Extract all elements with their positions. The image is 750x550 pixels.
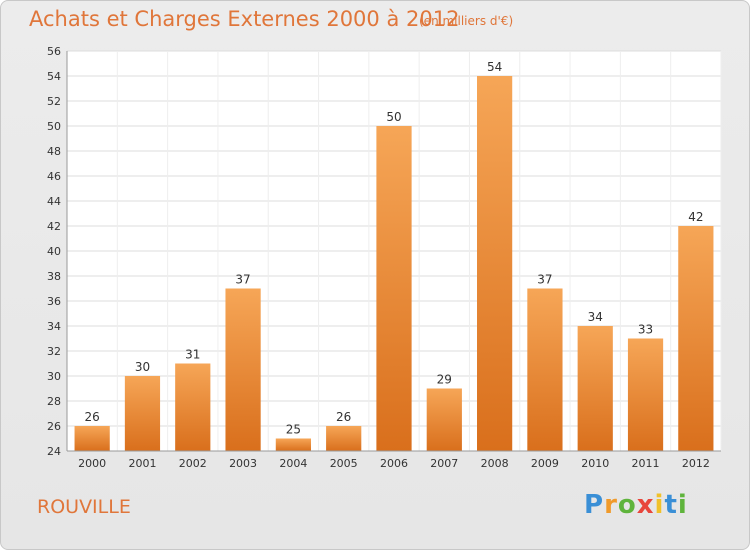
y-tick-label: 24 bbox=[47, 445, 61, 458]
x-tick-label: 2007 bbox=[430, 457, 458, 470]
bar bbox=[74, 426, 110, 451]
bar bbox=[225, 288, 261, 451]
bar-value-label: 42 bbox=[688, 210, 703, 224]
x-tick-label: 2006 bbox=[380, 457, 408, 470]
y-tick-label: 52 bbox=[47, 95, 61, 108]
logo-letter: r bbox=[604, 490, 618, 520]
bar-value-label: 37 bbox=[537, 273, 552, 287]
x-tick-label: 2005 bbox=[330, 457, 358, 470]
bar bbox=[577, 326, 613, 451]
y-tick-label: 36 bbox=[47, 295, 61, 308]
bar-value-label: 26 bbox=[336, 410, 351, 424]
bar-value-label: 33 bbox=[638, 323, 653, 337]
logo-letter: t bbox=[664, 490, 678, 520]
x-tick-label: 2009 bbox=[531, 457, 559, 470]
bar bbox=[477, 76, 513, 451]
bar bbox=[326, 426, 362, 451]
x-tick-label: 2002 bbox=[179, 457, 207, 470]
x-tick-label: 2011 bbox=[632, 457, 660, 470]
x-tick-label: 2008 bbox=[481, 457, 509, 470]
x-tick-label: 2003 bbox=[229, 457, 257, 470]
y-tick-label: 30 bbox=[47, 370, 61, 383]
logo-letter: i bbox=[677, 490, 688, 520]
bar-value-label: 54 bbox=[487, 60, 502, 74]
x-tick-label: 2012 bbox=[682, 457, 710, 470]
bar bbox=[627, 338, 664, 451]
bar bbox=[678, 226, 714, 451]
bar-value-label: 37 bbox=[235, 273, 250, 287]
y-tick-label: 28 bbox=[47, 395, 61, 408]
y-tick-label: 44 bbox=[47, 195, 61, 208]
bar-value-label: 29 bbox=[437, 373, 452, 387]
y-tick-label: 42 bbox=[47, 220, 61, 233]
chart-subtitle: (en milliers d'€) bbox=[419, 14, 514, 28]
y-tick-label: 46 bbox=[47, 170, 61, 183]
bar-value-label: 25 bbox=[286, 423, 301, 437]
y-tick-label: 26 bbox=[47, 420, 61, 433]
y-tick-label: 56 bbox=[47, 45, 61, 58]
logo-letter: o bbox=[617, 490, 637, 520]
logo-letter: i bbox=[654, 490, 665, 520]
y-tick-label: 38 bbox=[47, 270, 61, 283]
bar-value-label: 50 bbox=[386, 110, 401, 124]
city-name: ROUVILLE bbox=[37, 496, 131, 518]
bar bbox=[527, 288, 563, 451]
y-tick-label: 48 bbox=[47, 145, 61, 158]
y-tick-label: 34 bbox=[47, 320, 61, 333]
bar-value-label: 30 bbox=[135, 360, 150, 374]
logo-letter: P bbox=[584, 490, 605, 520]
bar-value-label: 34 bbox=[588, 310, 603, 324]
x-tick-label: 2001 bbox=[128, 457, 156, 470]
bar bbox=[175, 363, 211, 451]
x-tick-label: 2000 bbox=[78, 457, 106, 470]
bar bbox=[376, 126, 412, 451]
bar-value-label: 26 bbox=[85, 410, 100, 424]
chart-title: Achats et Charges Externes 2000 à 2012 bbox=[29, 7, 460, 31]
y-tick-label: 50 bbox=[47, 120, 61, 133]
bar-value-label: 31 bbox=[185, 348, 200, 362]
y-tick-label: 54 bbox=[47, 70, 61, 83]
proxiti-logo: Proxiti bbox=[584, 490, 688, 520]
y-tick-label: 32 bbox=[47, 345, 61, 358]
y-tick-label: 40 bbox=[47, 245, 61, 258]
bar bbox=[275, 438, 311, 451]
x-tick-label: 2010 bbox=[581, 457, 609, 470]
bar bbox=[124, 376, 161, 451]
bar bbox=[426, 388, 462, 451]
x-tick-label: 2004 bbox=[279, 457, 307, 470]
logo-letter: x bbox=[636, 490, 655, 520]
